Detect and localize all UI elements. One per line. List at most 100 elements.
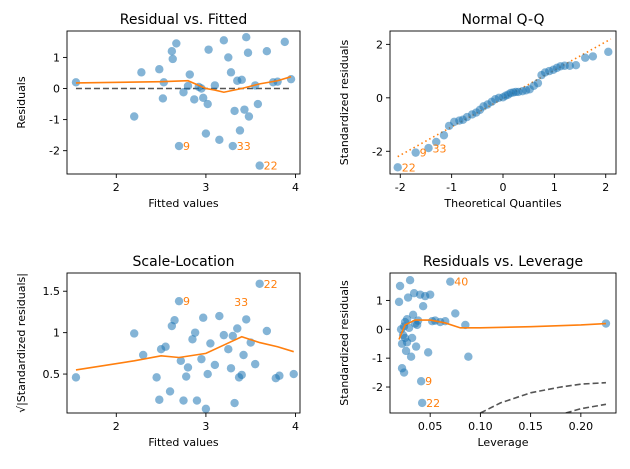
qq-x-tick-label: 2 [602,181,609,194]
sl-data-point [71,373,81,382]
rvf-data-point [255,161,264,170]
qq-x-tick-label: -1 [446,181,457,194]
qq-data-point [439,131,449,140]
rvl-data-point [404,323,414,333]
rvf-x-tick-label: 4 [292,181,299,194]
rvf-data-point [244,112,254,121]
rvl-y-tick-label: 0 [376,323,383,336]
sl-data-point [170,316,179,325]
rvf-y-axis-label: Residuals [15,76,28,128]
rvf-data-point [237,75,246,85]
sl-data-point [275,371,284,380]
sl-data-point [242,315,251,324]
rvl-data-point [416,377,426,386]
sl-point-annotation: 33 [234,296,248,309]
qq-data-point [565,61,574,70]
rvl-panel: 40 9 22 0.05 0.10 0.15 0.20 -2 -1 0 1 Residuals vs.… [338,254,617,449]
rvf-data-point [253,99,263,109]
rvf-data-point [280,37,289,47]
qq-point-annotation: 9 [420,147,427,160]
rvf-data-point [262,47,272,56]
rvl-cooks-distance-line [565,403,607,413]
rvf-data-point [219,36,229,45]
sl-x-tick-label: 4 [292,420,299,433]
rvl-plot-area [394,276,611,413]
rvf-data-point [130,112,139,121]
rvl-data-point [446,277,455,286]
rvl-data-point [411,342,421,351]
qq-data-point [588,52,598,61]
sl-point-annotation: 9 [183,295,190,308]
sl-data-point [197,354,206,364]
rvl-data-point [464,352,473,361]
sl-x-axis-label: Fitted values [148,436,219,449]
rvl-y-tick-label: -2 [372,381,383,394]
rvl-cooks-distance-line [480,381,607,413]
rvf-data-point [228,141,237,151]
qq-data-point [424,143,433,153]
rvf-data-point [174,141,184,151]
sl-data-point [183,363,193,372]
qq-data-point [604,47,613,57]
qq-x-axis-label: Theoretical Quantiles [443,197,561,210]
rvl-title: Residuals vs. Leverage [423,254,583,270]
rvl-data-point [405,276,415,285]
rvf-data-point [224,53,233,62]
rvf-smooth-line [75,75,292,94]
qq-x-tick-label: 1 [551,181,558,194]
rvf-y-tick-label: 0 [53,83,60,96]
rvf-y-tick-label: 1 [53,51,60,64]
sl-data-point [262,326,272,336]
rvl-data-point [418,301,428,311]
qq-plot-area [393,38,613,172]
rvf-point-annotation: 9 [183,140,190,153]
rvl-data-point [451,309,460,318]
rvf-x-tick-label: 2 [113,181,120,194]
rvf-data-point [158,94,168,103]
rvf-data-point [226,68,236,77]
qq-x-tick-label: -2 [395,181,406,194]
rvl-data-point [425,290,435,299]
sl-plot-area [71,279,298,413]
sl-data-point [130,329,139,338]
sl-data-point [239,350,248,360]
rvl-data-point [408,310,418,320]
qq-y-tick-label: 2 [376,38,383,51]
sl-data-point [226,364,236,373]
sl-data-point [179,396,188,405]
rvl-data-point [601,319,611,328]
sl-data-point [237,370,246,380]
sl-data-point [206,339,215,348]
sl-data-point [228,331,237,341]
sl-y-axis-label: √|Standardized residuals| [15,273,28,413]
rvf-data-point [242,33,251,42]
sl-data-point [233,324,242,333]
sl-x-tick-label: 3 [202,420,209,433]
qq-data-point [571,61,581,70]
rvf-data-point [155,65,164,74]
sl-data-point [138,350,148,360]
rvf-point-annotation: 22 [264,160,278,173]
rvl-data-point [402,314,412,324]
rvl-data-point [406,352,416,361]
rvf-data-point [168,54,177,64]
qq-y-axis-label: Standardized residuals [338,40,351,166]
rvl-y-axis-label: Standardized residuals [338,280,351,406]
sl-data-point [289,369,298,379]
sl-data-point [201,404,211,413]
rvl-data-point [403,293,413,302]
rvl-data-point [394,297,404,307]
rvf-data-point [201,129,211,138]
sl-data-point [230,398,239,408]
sl-data-point [203,369,212,379]
rvl-y-tick-label: -1 [372,352,383,365]
qq-title: Normal Q-Q [461,12,544,28]
rvl-data-point [407,333,417,343]
sl-data-point [176,356,186,366]
rvf-data-point [137,68,146,77]
qq-data-point [411,148,420,157]
rvf-data-point [199,93,208,103]
sl-axes-frame [66,272,301,414]
